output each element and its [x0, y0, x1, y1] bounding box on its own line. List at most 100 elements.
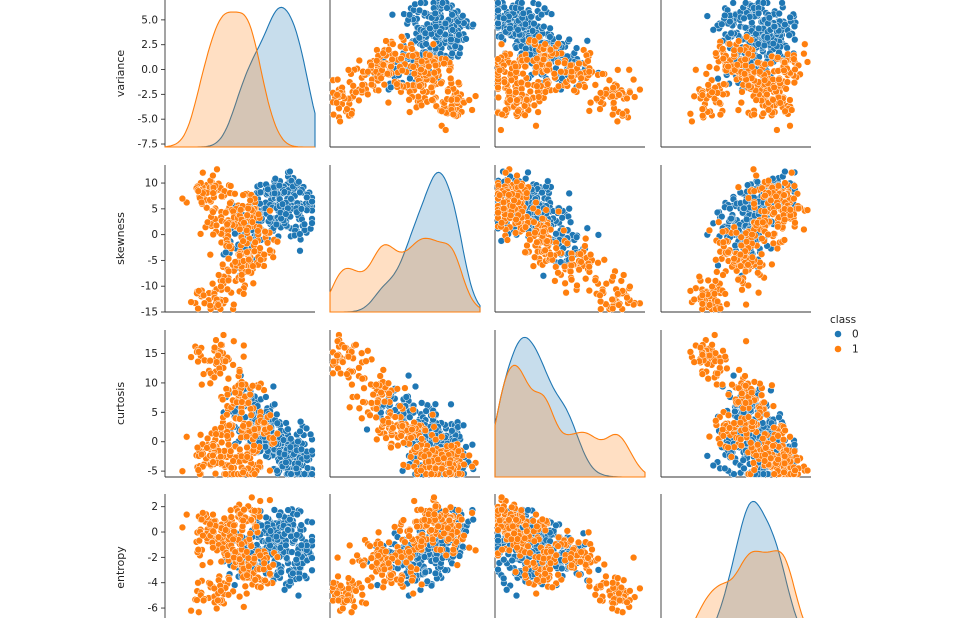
scatter-point-class-0	[583, 37, 591, 45]
panel-variance-vs-variance	[164, 0, 316, 148]
scatter-point-class-1	[219, 260, 227, 269]
scatter-point-class-1	[224, 441, 233, 449]
scatter-point-class-0	[547, 10, 556, 18]
scatter-point-class-1	[582, 234, 590, 243]
scatter-point-class-1	[507, 76, 516, 84]
scatter-point-class-1	[254, 210, 263, 218]
scatter-point-class-1	[409, 52, 417, 60]
scatter-point-class-1	[397, 432, 405, 440]
scatter-point-class-1	[788, 169, 796, 177]
scatter-point-class-1	[377, 388, 385, 397]
y-tick-label: -2.5	[138, 89, 159, 101]
scatter-point-class-1	[209, 451, 217, 460]
scatter-point-class-1	[396, 402, 404, 410]
scatter-point-class-0	[297, 205, 306, 213]
scatter-point-class-0	[763, 34, 772, 42]
scatter-point-class-1	[575, 81, 583, 90]
panel-variance-vs-curtosis	[494, 0, 645, 148]
scatter-point-class-0	[537, 11, 546, 19]
scatter-point-class-1	[347, 110, 356, 118]
scatter-point-class-1	[591, 276, 599, 285]
scatter-point-class-1	[468, 462, 476, 471]
scatter-point-class-0	[282, 458, 290, 467]
scatter-point-class-1	[358, 414, 366, 422]
scatter-point-class-1	[721, 290, 729, 298]
scatter-point-class-1	[260, 418, 268, 427]
scatter-point-class-0	[300, 470, 309, 478]
scatter-point-class-1	[774, 53, 782, 62]
scatter-point-class-1	[196, 431, 205, 439]
scatter-point-class-1	[744, 261, 752, 269]
scatter-point-class-1	[254, 227, 262, 235]
scatter-point-class-1	[465, 451, 473, 460]
scatter-point-class-1	[776, 99, 784, 107]
scatter-point-class-1	[790, 55, 798, 63]
scatter-point-class-1	[523, 189, 531, 197]
scatter-point-class-1	[231, 388, 239, 397]
scatter-point-class-1	[195, 348, 203, 356]
scatter-point-class-1	[500, 78, 509, 86]
scatter-point-class-1	[600, 256, 608, 264]
scatter-point-class-1	[749, 165, 758, 173]
scatter-point-class-1	[613, 117, 622, 126]
scatter-point-class-1	[530, 218, 538, 226]
scatter-point-class-1	[229, 207, 237, 215]
scatter-point-class-1	[566, 267, 575, 276]
scatter-point-class-1	[219, 331, 228, 339]
scatter-point-class-0	[459, 12, 467, 20]
scatter-point-class-1	[209, 189, 217, 197]
scatter-point-class-1	[738, 286, 746, 294]
scatter-point-class-1	[367, 61, 376, 70]
scatter-point-class-0	[441, 19, 450, 28]
scatter-point-class-1	[716, 110, 725, 119]
scatter-point-class-0	[411, 382, 420, 391]
scatter-point-class-1	[355, 56, 363, 65]
scatter-point-class-1	[353, 393, 361, 401]
scatter-point-class-1	[243, 432, 251, 441]
scatter-point-class-1	[217, 282, 225, 291]
scatter-point-class-0	[286, 443, 294, 451]
scatter-point-class-1	[379, 61, 387, 69]
scatter-point-class-0	[415, 34, 423, 42]
scatter-point-class-1	[206, 379, 214, 387]
scatter-point-class-1	[418, 57, 426, 65]
scatter-point-class-1	[364, 90, 372, 99]
scatter-point-class-1	[602, 280, 610, 288]
scatter-point-class-1	[465, 96, 473, 104]
scatter-point-class-1	[251, 238, 259, 246]
scatter-point-class-1	[724, 62, 732, 71]
scatter-point-class-0	[436, 28, 444, 36]
scatter-point-class-1	[512, 88, 520, 97]
scatter-point-class-0	[455, 31, 463, 39]
scatter-point-class-0	[721, 464, 729, 473]
scatter-point-class-1	[410, 70, 418, 78]
scatter-point-class-1	[761, 191, 769, 200]
scatter-point-class-1	[770, 83, 778, 92]
scatter-point-class-0	[271, 175, 279, 183]
scatter-point-class-1	[231, 258, 239, 266]
scatter-point-class-1	[686, 110, 695, 118]
scatter-point-class-1	[513, 171, 521, 180]
scatter-point-class-1	[374, 86, 383, 95]
scatter-point-class-1	[623, 294, 631, 302]
scatter-point-class-1	[582, 275, 590, 283]
scatter-point-class-0	[262, 393, 270, 401]
scatter-point-class-0	[296, 247, 304, 255]
scatter-point-class-1	[698, 91, 707, 99]
scatter-point-class-1	[384, 46, 393, 54]
y-tick-label: 5.0	[141, 14, 158, 26]
scatter-point-class-1	[594, 259, 602, 267]
scatter-point-class-1	[230, 300, 238, 309]
scatter-point-class-0	[739, 456, 747, 464]
scatter-point-class-1	[369, 390, 377, 399]
scatter-point-class-1	[780, 236, 789, 244]
scatter-point-class-1	[250, 441, 258, 450]
scatter-point-class-0	[296, 188, 304, 196]
scatter-point-class-1	[224, 255, 233, 263]
scatter-point-class-1	[754, 289, 763, 297]
scatter-point-class-1	[260, 250, 268, 259]
scatter-point-class-1	[438, 107, 446, 115]
scatter-point-class-1	[554, 207, 563, 216]
scatter-point-class-0	[754, 9, 763, 18]
scatter-point-class-1	[209, 171, 217, 180]
